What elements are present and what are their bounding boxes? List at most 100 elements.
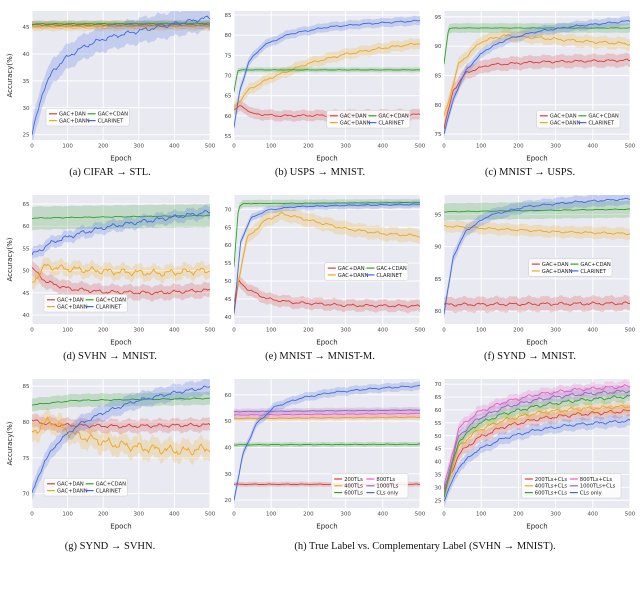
svg-text:500: 500 (205, 144, 215, 150)
svg-text:40: 40 (23, 313, 30, 319)
svg-text:0: 0 (442, 144, 446, 150)
svg-text:60: 60 (225, 243, 232, 249)
svg-text:80: 80 (23, 420, 30, 426)
svg-text:800TLs+CLs: 800TLs+CLs (580, 477, 613, 483)
svg-text:400: 400 (169, 512, 180, 518)
svg-text:300: 300 (134, 144, 145, 150)
chart-usps-mnist: 0 100 200 300 400 500 55 60 65 70 75 80 85 Epoch GAC+D… (225, 11, 425, 163)
paper-figure-grid: 0 100 200 300 400 500 25 30 35 40 45 Epoch Accuracy(… (5, 6, 635, 552)
svg-text:45: 45 (225, 297, 232, 303)
svg-text:GAC+DAN: GAC+DAN (550, 114, 577, 120)
svg-text:70: 70 (435, 382, 442, 388)
chart-synd-svhn: 0 100 200 300 400 500 70 75 80 85 Epoch Accuracy(%)… (6, 379, 215, 531)
svg-text:300: 300 (550, 328, 561, 334)
svg-text:CLARINET: CLARINET (378, 121, 404, 127)
svg-text:300: 300 (550, 512, 561, 518)
chart-complementary-label: 0 100 200 300 400 500 25 30 35 40 45 50 55 60 65 70 Epoc… (435, 379, 635, 531)
svg-text:60: 60 (225, 393, 232, 399)
svg-text:95: 95 (435, 212, 442, 218)
svg-text:65: 65 (225, 225, 232, 231)
svg-text:CLARINET: CLARINET (376, 273, 402, 279)
svg-text:CLARINET: CLARINET (580, 269, 606, 275)
svg-text:Epoch: Epoch (526, 339, 547, 347)
svg-text:100: 100 (62, 328, 73, 334)
svg-text:30: 30 (225, 472, 232, 478)
panel-h-left: 0 100 200 300 400 500 20 30 40 50 60 Epoch 200TLs 400… (215, 374, 425, 532)
svg-text:400TLs: 400TLs (344, 484, 363, 490)
svg-text:0: 0 (442, 328, 446, 334)
svg-text:GAC+DAN: GAC+DAN (338, 266, 365, 272)
chart-mnist-mnistm: 0 100 200 300 400 500 40 45 50 55 60 65 70 Epoch GAC+D… (225, 195, 425, 347)
svg-text:CLARINET: CLARINET (96, 305, 122, 311)
svg-text:65: 65 (225, 94, 232, 100)
svg-text:GAC+CDAN: GAC+CDAN (580, 262, 611, 268)
svg-text:45: 45 (435, 447, 442, 453)
caption-e: (e) MNIST → MNIST-M. (265, 351, 375, 362)
svg-text:200: 200 (513, 328, 524, 334)
svg-text:GAC+CDAN: GAC+CDAN (98, 112, 129, 118)
svg-text:200: 200 (303, 144, 314, 150)
svg-text:100: 100 (476, 512, 487, 518)
svg-text:0: 0 (30, 328, 34, 334)
svg-text:80: 80 (435, 309, 442, 315)
svg-text:GAC+DAN: GAC+DAN (59, 112, 86, 118)
svg-text:100: 100 (476, 328, 487, 334)
caption-d: (d) SVHN → MNIST. (63, 351, 157, 362)
svg-text:GAC+DANN: GAC+DANN (59, 119, 90, 125)
svg-text:200: 200 (303, 512, 314, 518)
svg-text:400: 400 (169, 328, 180, 334)
svg-text:200: 200 (513, 144, 524, 150)
svg-text:GAC+DAN: GAC+DAN (542, 262, 569, 268)
svg-text:500: 500 (415, 512, 425, 518)
svg-text:100: 100 (266, 512, 277, 518)
svg-text:300: 300 (340, 512, 351, 518)
svg-text:85: 85 (225, 13, 232, 19)
panel-c: 0 100 200 300 400 500 75 80 85 90 95 Epoch GAC+DAN GA… (425, 6, 635, 184)
svg-text:75: 75 (23, 456, 30, 462)
panel-d: 0 100 200 300 400 500 40 45 50 55 60 65 Epoch Accurac… (5, 190, 215, 368)
svg-text:100: 100 (266, 144, 277, 150)
svg-text:40: 40 (225, 445, 232, 451)
svg-text:60: 60 (225, 114, 232, 120)
svg-text:Epoch: Epoch (110, 155, 131, 163)
chart-svhn-mnist: 0 100 200 300 400 500 40 45 50 55 60 65 Epoch Accurac… (6, 195, 215, 347)
svg-text:200: 200 (98, 328, 109, 334)
svg-text:500: 500 (415, 144, 425, 150)
svg-text:75: 75 (435, 132, 442, 138)
svg-text:400TLs+CLs: 400TLs+CLs (535, 484, 568, 490)
svg-text:60: 60 (23, 224, 30, 230)
svg-text:600TLs: 600TLs (344, 491, 363, 497)
svg-text:85: 85 (435, 74, 442, 80)
svg-text:200TLs+CLs: 200TLs+CLs (535, 477, 568, 483)
svg-text:200: 200 (98, 512, 109, 518)
svg-text:500: 500 (625, 328, 635, 334)
svg-text:20: 20 (225, 498, 232, 504)
svg-text:40: 40 (225, 315, 232, 321)
svg-text:GAC+DANN: GAC+DANN (550, 121, 581, 127)
svg-text:50: 50 (225, 279, 232, 285)
svg-text:400: 400 (588, 144, 599, 150)
chart-mnist-usps: 0 100 200 300 400 5007580859095EpochGAC+DANGA… (435, 11, 635, 163)
svg-text:300: 300 (340, 144, 351, 150)
caption-a: (a) CIFAR → STL. (69, 167, 151, 178)
svg-text:GAC+DAN: GAC+DAN (57, 298, 84, 304)
svg-text:GAC+DAN: GAC+DAN (340, 114, 367, 120)
caption-c: (c) MNIST → USPS. (484, 167, 576, 178)
svg-text:600TLs+CLs: 600TLs+CLs (535, 491, 568, 497)
svg-text:Epoch: Epoch (316, 155, 337, 163)
svg-text:45: 45 (23, 291, 30, 297)
svg-text:300: 300 (134, 328, 145, 334)
svg-text:35: 35 (435, 472, 442, 478)
svg-text:75: 75 (225, 53, 232, 59)
svg-text:95: 95 (435, 15, 442, 21)
svg-text:55: 55 (225, 134, 232, 140)
svg-text:55: 55 (225, 261, 232, 267)
svg-text:300: 300 (340, 328, 351, 334)
svg-text:55: 55 (435, 421, 442, 427)
svg-text:55: 55 (23, 246, 30, 252)
svg-text:1000TLs+CLs: 1000TLs+CLs (580, 484, 616, 490)
svg-text:70: 70 (225, 207, 232, 213)
svg-text:500: 500 (205, 328, 215, 334)
svg-text:CLs only: CLs only (580, 491, 602, 497)
svg-text:Epoch: Epoch (110, 339, 131, 347)
